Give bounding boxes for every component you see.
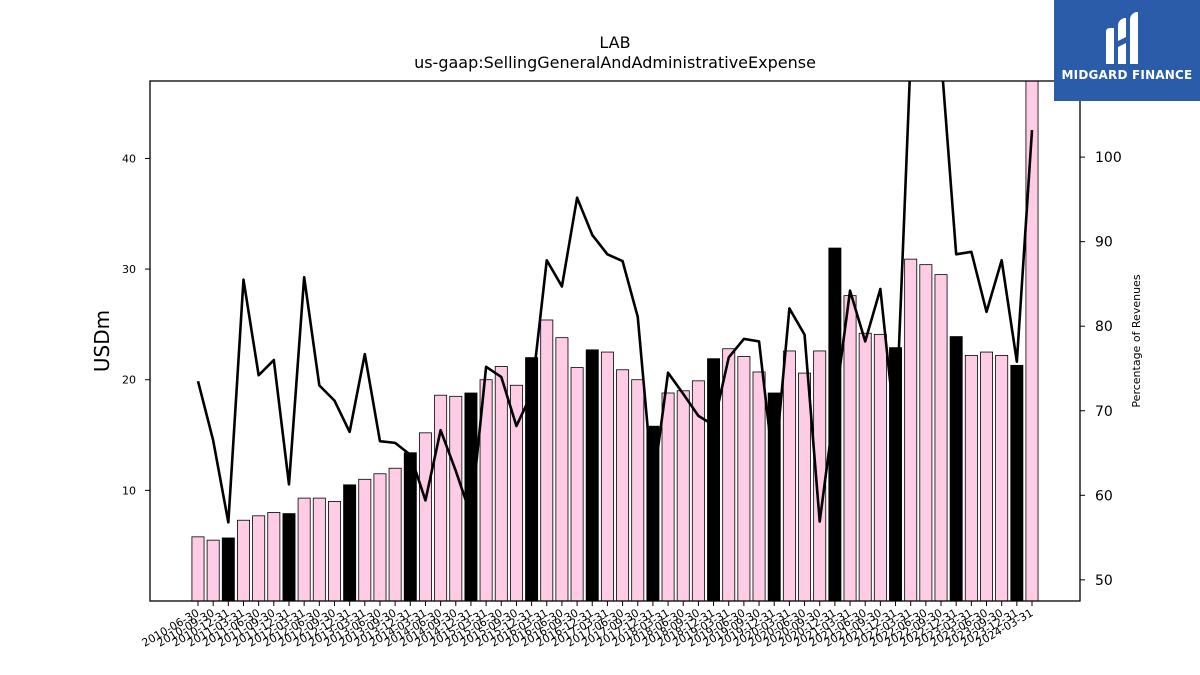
- y2-tick-label: 60: [1095, 488, 1113, 504]
- y2-tick-label: 70: [1095, 404, 1113, 420]
- bar-2018-12-31: [707, 358, 721, 602]
- bar-2013-12-31: [403, 452, 417, 602]
- bar-2019-09-30: [752, 371, 766, 602]
- y-tick-label: 30: [122, 263, 136, 276]
- percentage-series-line: [196, 81, 1034, 524]
- bar-2016-03-31: [540, 319, 554, 602]
- revenue-percentage-line: [196, 81, 1034, 524]
- bar-2018-03-31: [661, 392, 675, 602]
- bar-2011-09-30: [267, 512, 281, 602]
- bar-2019-06-30: [737, 356, 751, 602]
- bar-2020-12-31: [828, 247, 842, 602]
- bar-2016-06-30: [555, 337, 569, 602]
- y2-axis-label: Percentage of Revenues: [1130, 274, 1143, 407]
- bar-2012-06-30: [312, 497, 326, 602]
- y2-tick-label: 100: [1095, 150, 1122, 166]
- bar-2023-06-30: [980, 351, 993, 602]
- bar-2010-06-30: [191, 536, 205, 602]
- bar-2014-12-31: [464, 392, 478, 602]
- bar-2019-03-31: [722, 348, 736, 602]
- bar-2011-12-31: [282, 513, 296, 602]
- bar-2023-12-31: [1010, 364, 1024, 602]
- bar-2011-06-30: [252, 515, 266, 602]
- x-axis: 2010-06-302010-09-302010-12-312011-03-31…: [140, 601, 1036, 650]
- bar-2023-09-30: [995, 354, 1009, 602]
- bar-2011-03-31: [237, 519, 250, 602]
- bar-2020-03-31: [782, 350, 796, 602]
- y-tick-label: 20: [122, 374, 136, 387]
- y-axis-right: 50 60 70 80 90 100: [1080, 150, 1122, 589]
- bar-2012-03-31: [297, 497, 311, 602]
- bar-2021-03-31: [843, 295, 857, 602]
- bar-2022-12-31: [949, 336, 963, 602]
- bar-2017-06-30: [616, 369, 630, 602]
- y-axis-left: 10 20 30 40: [122, 152, 150, 497]
- bar-2017-03-31: [600, 351, 614, 602]
- bar-2010-12-31: [221, 537, 235, 602]
- plot-frame: [149, 80, 1081, 602]
- bar-2010-09-30: [206, 539, 220, 602]
- bar-2014-03-31: [418, 432, 432, 602]
- brand-logo: MIDGARD FINANCE: [1054, 0, 1200, 101]
- bar-2015-06-30: [494, 366, 508, 602]
- bar-2018-06-30: [676, 390, 690, 602]
- bar-2021-06-30: [858, 332, 872, 602]
- bar-2023-03-31: [964, 354, 978, 602]
- bar-2017-09-30: [631, 379, 645, 602]
- bar-2021-09-30: [873, 333, 887, 602]
- bar-2022-03-31: [904, 258, 918, 602]
- bar-2013-06-30: [373, 473, 387, 602]
- bars: [191, 80, 1039, 602]
- y-tick-label: 10: [122, 484, 136, 497]
- bar-2022-09-30: [934, 274, 948, 602]
- chart-subtitle: us-gaap:SellingGeneralAndAdministrativeE…: [414, 53, 816, 72]
- y2-tick-label: 80: [1095, 319, 1113, 335]
- bar-2020-06-30: [798, 372, 812, 602]
- chart-title: LAB: [599, 33, 630, 52]
- bar-2013-09-30: [388, 467, 402, 602]
- bar-2024-03-31: [1025, 80, 1039, 602]
- bar-2016-12-31: [585, 349, 599, 602]
- bar-2013-03-31: [358, 478, 372, 602]
- y-tick-label: 40: [122, 152, 136, 165]
- bar-2022-06-30: [919, 264, 933, 602]
- y2-tick-label: 50: [1095, 573, 1113, 589]
- brand-name: MIDGARD FINANCE: [1061, 68, 1193, 82]
- bar-2014-09-30: [449, 395, 463, 602]
- y-axis-label: USDm: [90, 310, 114, 372]
- y2-tick-label: 90: [1095, 235, 1113, 251]
- bar-2012-12-31: [343, 484, 357, 602]
- bar-2016-09-30: [570, 367, 584, 602]
- bar-2012-09-30: [328, 501, 341, 602]
- bar-2014-06-30: [434, 394, 448, 602]
- midgard-logo-icon: [1106, 12, 1138, 64]
